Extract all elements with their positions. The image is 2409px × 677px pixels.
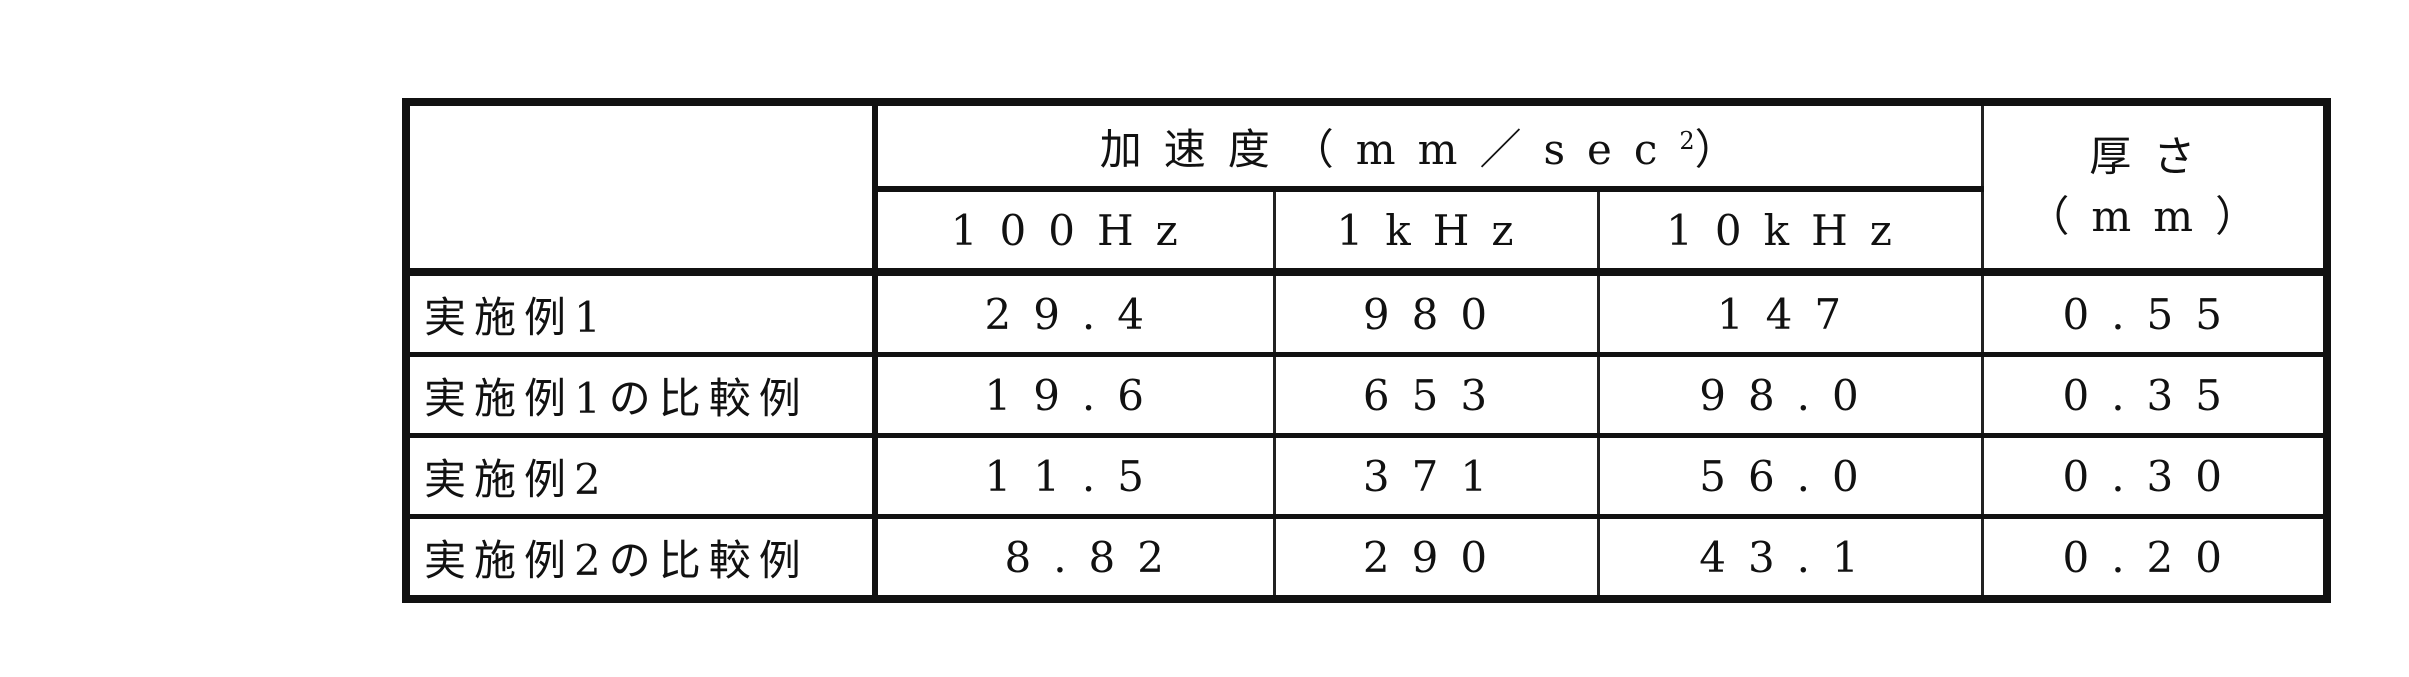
corner-cell bbox=[406, 102, 875, 272]
cell-1khz: 980 bbox=[1274, 272, 1598, 355]
cell-1khz: 290 bbox=[1274, 517, 1598, 600]
cell-1khz: 371 bbox=[1274, 436, 1598, 517]
row-label: 実施例1 bbox=[406, 272, 875, 355]
cell-thickness: 0.55 bbox=[1982, 272, 2327, 355]
table-row: 実施例1の比較例 19.6 653 98.0 0.35 bbox=[406, 355, 2327, 436]
cell-10khz: 43.1 bbox=[1598, 517, 1982, 600]
cell-100hz: 11.5 bbox=[875, 436, 1274, 517]
freq-header-100hz: 100Hz bbox=[875, 189, 1274, 272]
table-row: 実施例2 11.5 371 56.0 0.30 bbox=[406, 436, 2327, 517]
header-row-1: 加速度（mm／sec2） 厚さ（mm） bbox=[406, 102, 2327, 189]
cell-100hz: 19.6 bbox=[875, 355, 1274, 436]
row-label: 実施例1の比較例 bbox=[406, 355, 875, 436]
cell-10khz: 98.0 bbox=[1598, 355, 1982, 436]
cell-10khz: 147 bbox=[1598, 272, 1982, 355]
cell-100hz: 29.4 bbox=[875, 272, 1274, 355]
cell-thickness: 0.30 bbox=[1982, 436, 2327, 517]
thickness-header: 厚さ（mm） bbox=[1982, 102, 2327, 272]
cell-1khz: 653 bbox=[1274, 355, 1598, 436]
table-row: 実施例1 29.4 980 147 0.55 bbox=[406, 272, 2327, 355]
acceleration-label: 加速度（mm／sec bbox=[1100, 125, 1680, 174]
table-row: 実施例2の比較例 8.82 290 43.1 0.20 bbox=[406, 517, 2327, 600]
thickness-unit: （mm） bbox=[1984, 187, 2324, 247]
freq-header-1khz: 1kHz bbox=[1274, 189, 1598, 272]
row-label: 実施例2 bbox=[406, 436, 875, 517]
row-label: 実施例2の比較例 bbox=[406, 517, 875, 600]
freq-header-10khz: 10kHz bbox=[1598, 189, 1982, 272]
thickness-label: 厚さ bbox=[1984, 127, 2324, 187]
acceleration-close: ） bbox=[1695, 125, 1759, 174]
data-table: 加速度（mm／sec2） 厚さ（mm） 100Hz 1kHz 10kHz 実施例… bbox=[402, 98, 2331, 603]
cell-100hz: 8.82 bbox=[875, 517, 1274, 600]
cell-thickness: 0.35 bbox=[1982, 355, 2327, 436]
cell-thickness: 0.20 bbox=[1982, 517, 2327, 600]
cell-10khz: 56.0 bbox=[1598, 436, 1982, 517]
acceleration-exponent: 2 bbox=[1679, 127, 1694, 155]
acceleration-header: 加速度（mm／sec2） bbox=[875, 102, 1982, 189]
